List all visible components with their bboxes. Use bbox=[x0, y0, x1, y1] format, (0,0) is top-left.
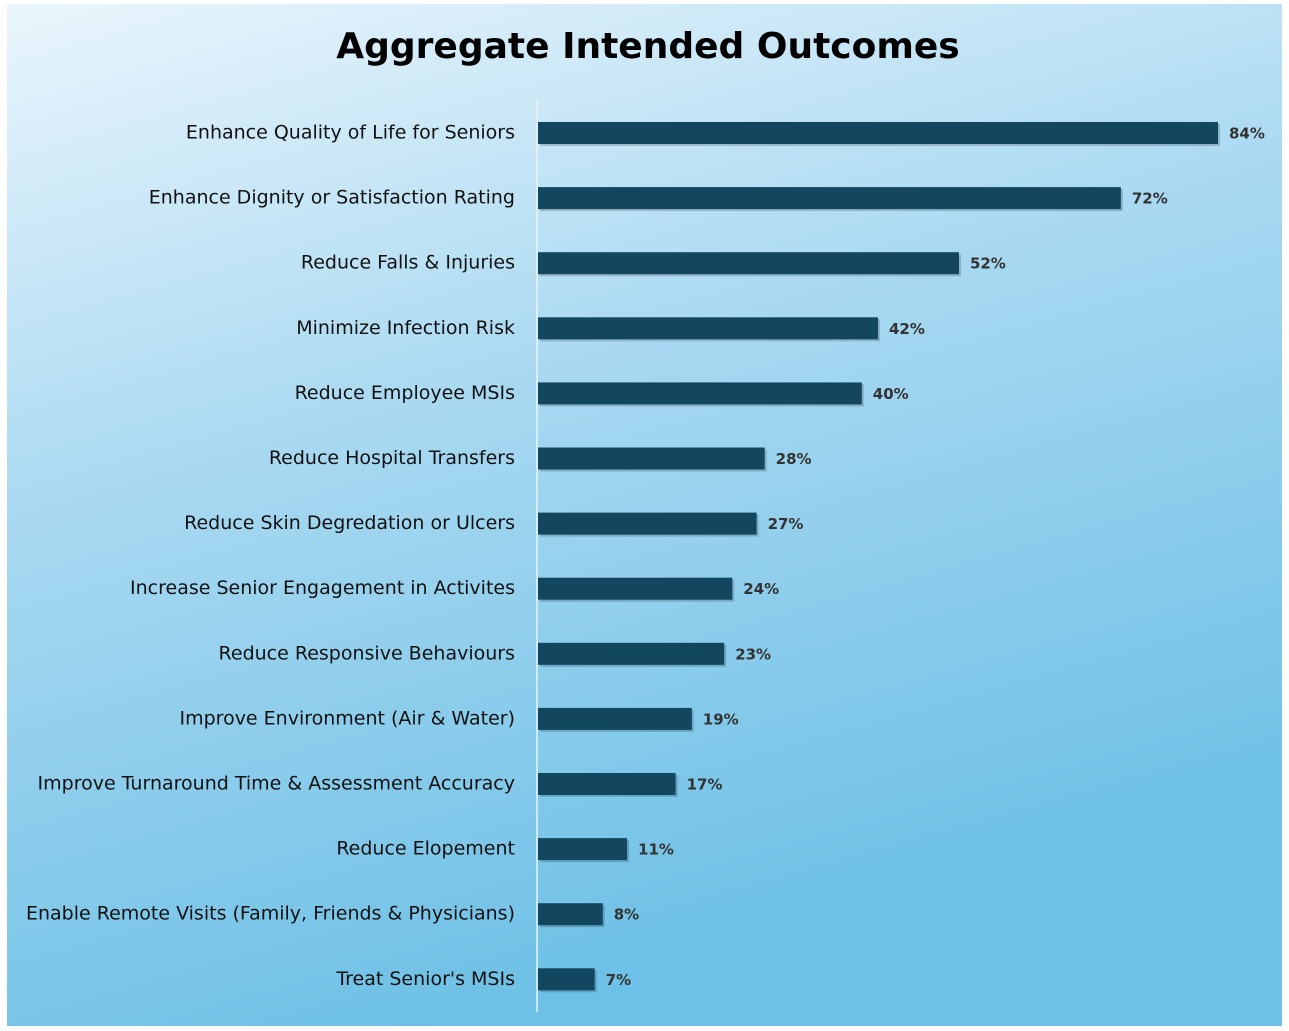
bar bbox=[538, 122, 1218, 144]
category-label: Improve Environment (Air & Water) bbox=[180, 707, 516, 729]
category-label: Reduce Hospital Transfers bbox=[269, 447, 515, 469]
value-label: 52% bbox=[970, 255, 1006, 273]
category-label: Reduce Elopement bbox=[336, 838, 515, 860]
value-label: 84% bbox=[1229, 125, 1265, 143]
category-label: Improve Turnaround Time & Assessment Acc… bbox=[38, 773, 515, 795]
value-label: 17% bbox=[687, 776, 723, 794]
chart-title: Aggregate Intended Outcomes bbox=[336, 26, 959, 67]
bar bbox=[538, 447, 765, 470]
category-label: Treat Senior's MSIs bbox=[335, 968, 515, 990]
bar bbox=[538, 903, 603, 926]
value-label: 8% bbox=[614, 906, 639, 924]
bar bbox=[538, 577, 733, 600]
category-label: Enhance Quality of Life for Seniors bbox=[186, 122, 515, 144]
category-label: Reduce Skin Degredation or Ulcers bbox=[184, 512, 515, 534]
bar bbox=[538, 968, 595, 991]
bar bbox=[538, 707, 692, 730]
value-label: 23% bbox=[735, 645, 771, 663]
bar bbox=[538, 317, 878, 340]
bar bbox=[538, 512, 757, 535]
value-label: 24% bbox=[743, 580, 779, 598]
category-label: Increase Senior Engagement in Activites bbox=[130, 577, 515, 599]
category-label: Enhance Dignity or Satisfaction Rating bbox=[149, 187, 515, 209]
value-label: 7% bbox=[606, 971, 631, 989]
bar bbox=[538, 642, 725, 665]
value-label: 19% bbox=[703, 710, 739, 728]
bar bbox=[538, 252, 959, 275]
category-label: Reduce Employee MSIs bbox=[295, 382, 515, 404]
category-label: Reduce Falls & Injuries bbox=[301, 252, 515, 274]
value-label: 11% bbox=[638, 841, 674, 859]
bar bbox=[538, 838, 628, 861]
value-label: 28% bbox=[776, 450, 812, 468]
value-label: 40% bbox=[873, 385, 909, 403]
bar bbox=[538, 773, 676, 795]
category-label: Reduce Responsive Behaviours bbox=[219, 642, 515, 664]
bar bbox=[538, 187, 1121, 210]
category-label: Minimize Infection Risk bbox=[296, 317, 515, 339]
bar bbox=[538, 382, 862, 405]
category-label: Enable Remote Visits (Family, Friends & … bbox=[26, 903, 515, 925]
value-label: 72% bbox=[1132, 190, 1168, 208]
value-label: 42% bbox=[889, 320, 925, 338]
value-label: 27% bbox=[768, 515, 804, 533]
